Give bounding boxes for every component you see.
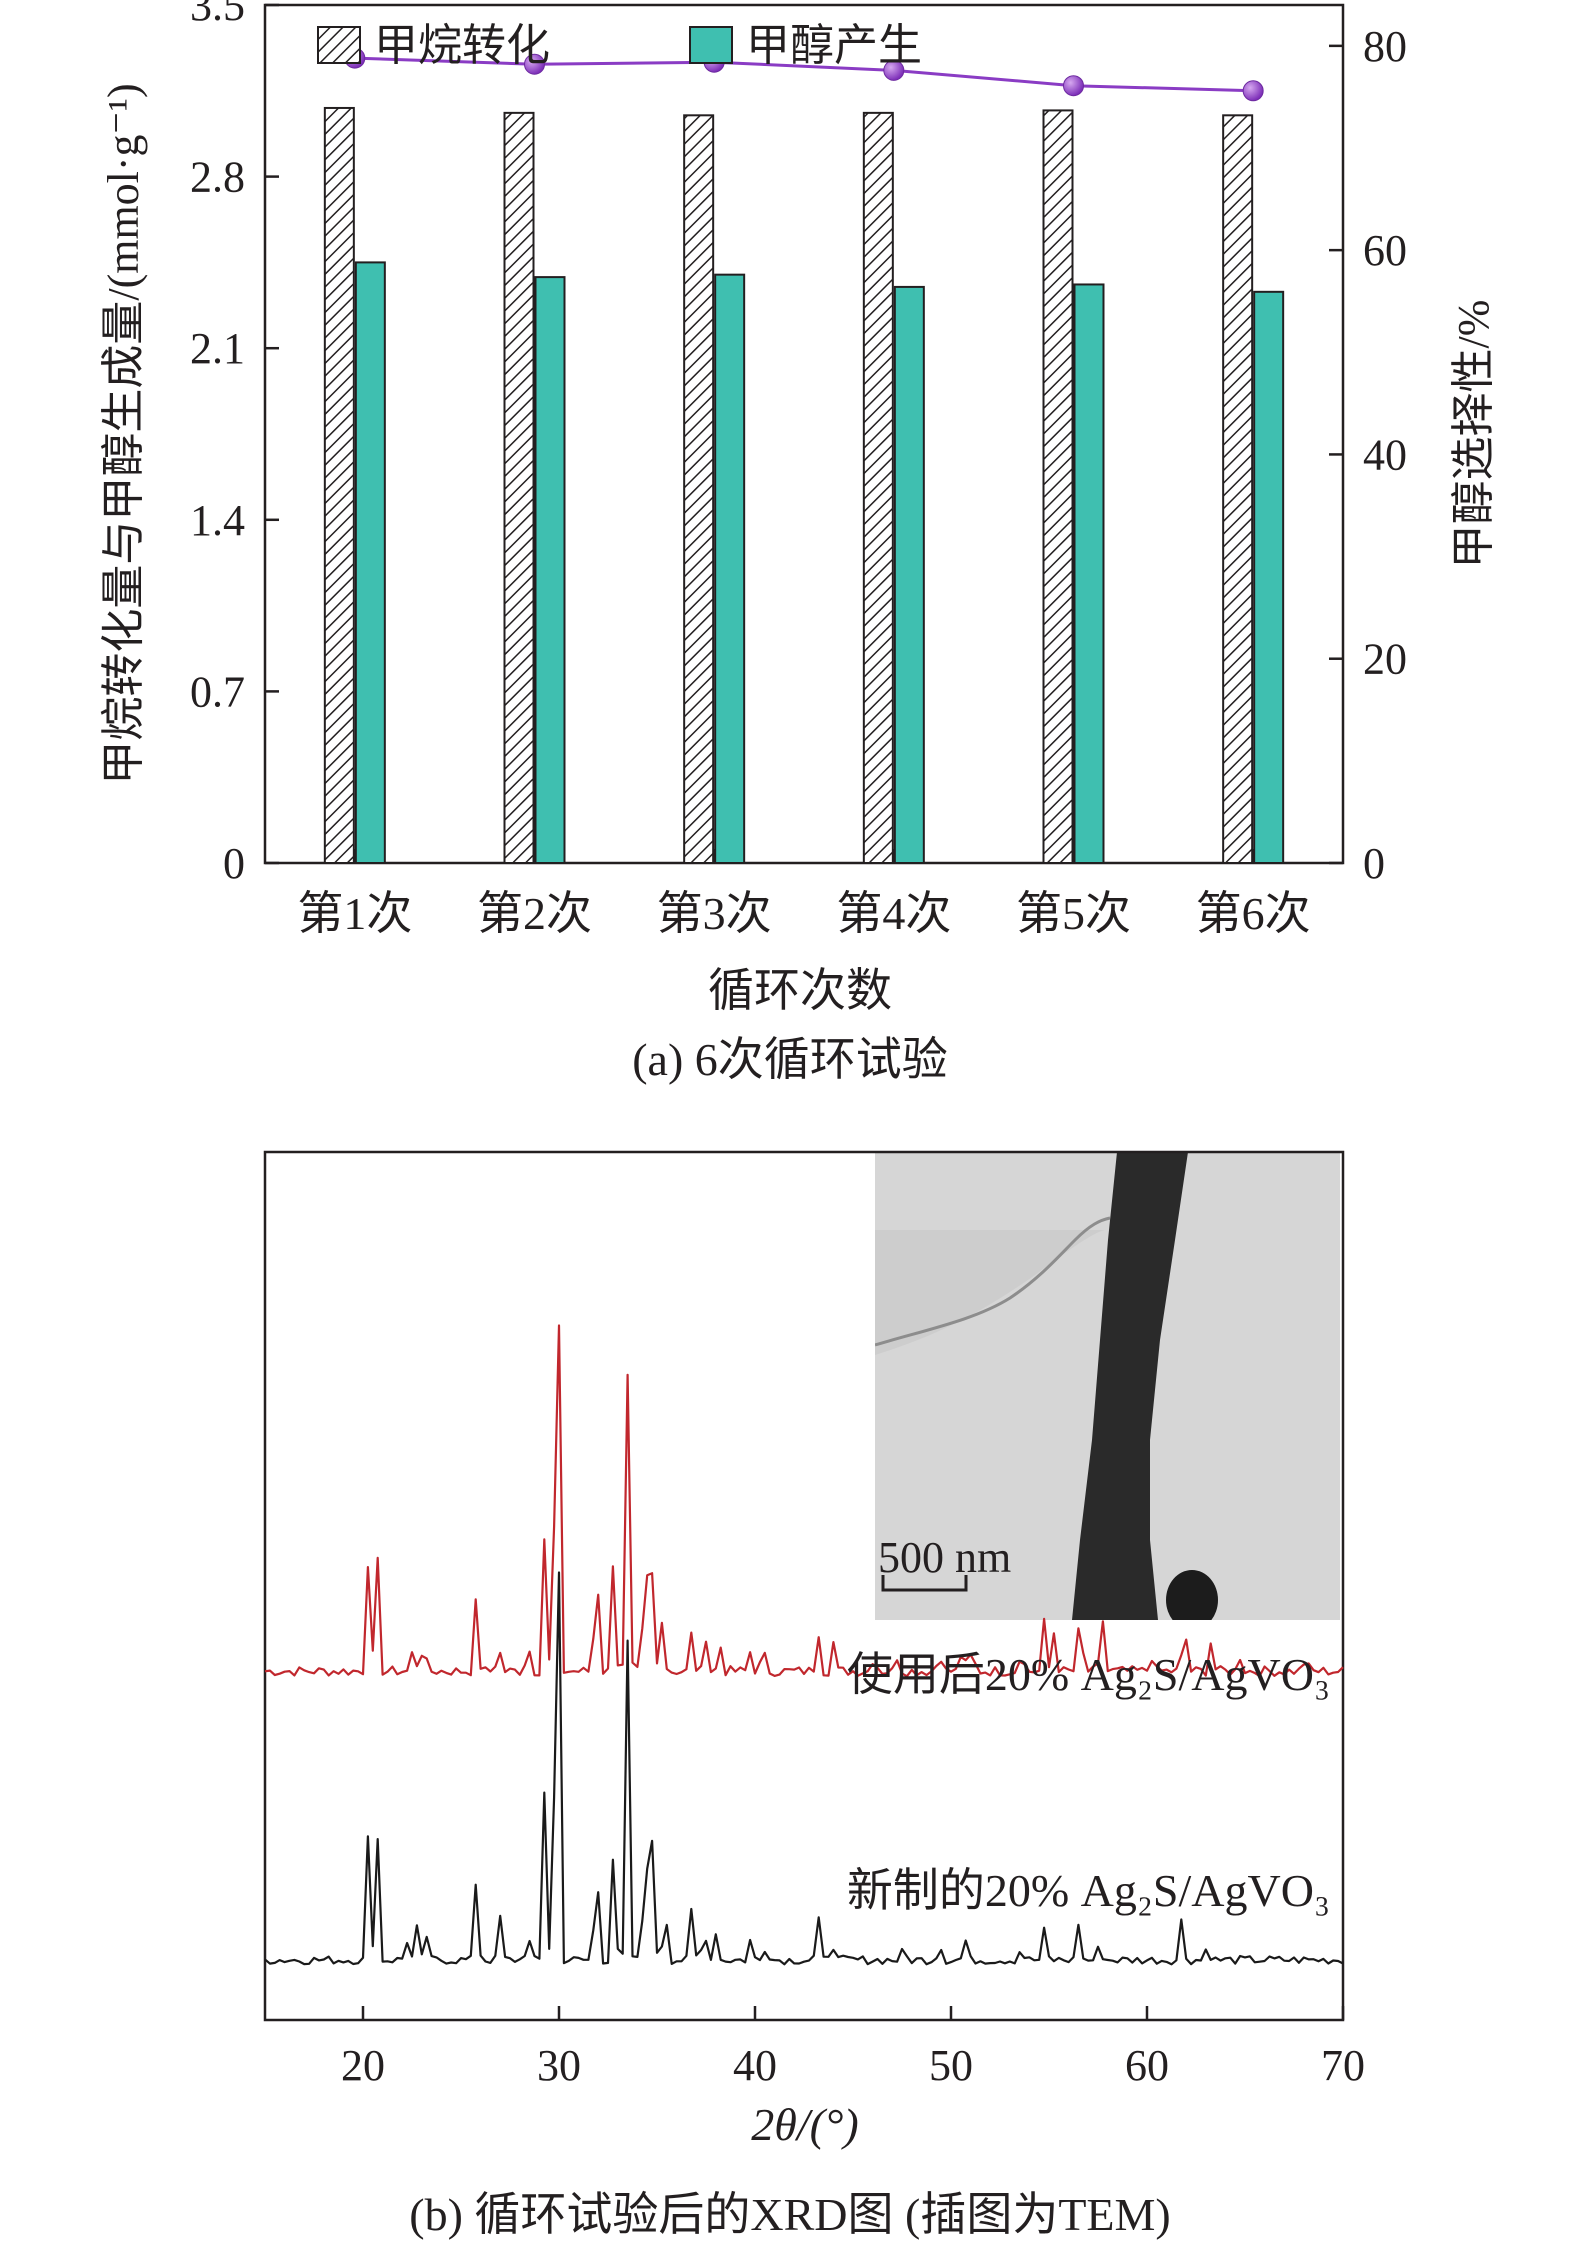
legend-label-methanol: 甲醇产生 (746, 21, 922, 70)
two-theta-tick-label: 60 (1125, 2041, 1169, 2090)
legend: 甲烷转化 甲醇产生 (317, 21, 922, 70)
bar-methanol-production (534, 276, 566, 864)
xrd-trace-fresh (264, 1571, 1344, 1966)
selectivity-polyline (354, 56, 1254, 93)
xrd-traces (264, 1324, 1344, 1966)
selectivity-point (524, 53, 545, 75)
left-tick-label: 2.8 (190, 153, 245, 202)
trace-label-fresh: 新制的20% Ag₂S/AgVO₃ (847, 1865, 1330, 1916)
selectivity-point (1242, 80, 1264, 102)
category-label: 第4次 (836, 888, 951, 939)
right-tick-label: 20 (1363, 635, 1407, 684)
two-theta-tick-label: 70 (1321, 2041, 1365, 2090)
bar-methanol-production (1253, 290, 1285, 864)
bar-methane-conversion (683, 114, 715, 865)
two-theta-tick-label: 30 (537, 2041, 581, 2090)
y-axis-label-left: 甲烷转化量与甲醇生成量/(mmol·g⁻¹) (99, 83, 148, 784)
left-tick-label: 2.1 (190, 324, 245, 373)
caption-b: (b) 循环试验后的XRD图 (插图为TEM) (409, 2189, 1171, 2240)
right-tick-label: 80 (1363, 22, 1407, 71)
legend-swatch-hatched (317, 26, 361, 64)
bar-methanol-production (714, 273, 746, 864)
legend-swatch-teal (689, 26, 733, 64)
plot-frame-b (263, 1150, 1345, 2022)
x-axis-label-a: 循环次数 (708, 965, 892, 1016)
two-theta-tick-label: 20 (341, 2041, 385, 2090)
category-label: 第3次 (657, 888, 772, 939)
bar-methane-conversion (1042, 109, 1074, 864)
left-tick-label: 3.5 (190, 0, 245, 30)
category-label: 第5次 (1016, 888, 1131, 939)
caption-a: (a) 6次循环试验 (632, 1034, 948, 1085)
tem-inset: 500 nm (875, 1152, 1340, 1620)
category-label: 第2次 (477, 888, 592, 939)
category-label: 第1次 (297, 888, 412, 939)
two-theta-tick-label: 50 (929, 2041, 973, 2090)
two-theta-ticks: 20 30 40 50 60 70 (341, 2006, 1365, 2090)
tem-film-edge (875, 1216, 1111, 1347)
tem-fiber (1072, 1152, 1188, 1620)
left-tick-label: 0.7 (190, 667, 245, 716)
tem-particle-cluster (1166, 1570, 1218, 1620)
bar-methane-conversion (503, 111, 535, 864)
bar-group (323, 106, 1285, 865)
selectivity-point (883, 59, 905, 81)
bar-methane-conversion (1222, 114, 1254, 865)
bar-methanol-production (893, 285, 925, 864)
tem-support-film (875, 1230, 1105, 1355)
trace-label-used: 使用后20% Ag₂S/AgVO₃ (847, 1649, 1330, 1700)
two-theta-tick-label: 40 (733, 2041, 777, 2090)
xrd-trace-used (264, 1324, 1344, 1678)
left-axis-ticks: 0 0.7 1.4 2.1 2.8 3.5 (190, 0, 279, 888)
legend-label-methane: 甲烷转化 (374, 21, 550, 70)
panel-b: 500 nm 20 30 40 50 60 70 使用后20% Ag₂S/AgVO₃ 新制… (263, 1150, 1365, 2240)
category-ticks: 第1次 第2次 第3次 第4次 第5次 第6次 (297, 849, 1311, 939)
x-axis-label-b: 2θ/(°) (751, 2099, 858, 2150)
right-axis-ticks: 0 20 40 60 80 (1329, 22, 1407, 888)
left-tick-label: 1.4 (190, 496, 245, 545)
y-axis-label-right: 甲醇选择性/% (1449, 300, 1498, 569)
right-tick-label: 0 (1363, 839, 1385, 888)
right-tick-label: 60 (1363, 226, 1407, 275)
panel-a: 00.71.42.12.83.5 020406080 第1次 第2次 第3次 第4次第… (99, 0, 1498, 1085)
left-tick-label: 0 (223, 839, 245, 888)
plot-frame-a (263, 3, 1345, 865)
bar-methanol-production (354, 261, 386, 864)
right-tick-label: 40 (1363, 430, 1407, 479)
category-label: 第6次 (1196, 888, 1311, 939)
bar-methane-conversion (862, 111, 894, 864)
bar-methane-conversion (323, 106, 355, 864)
scale-bar (881, 1575, 968, 1592)
scale-bar-label: 500 nm (878, 1533, 1011, 1582)
selectivity-point (1063, 75, 1084, 97)
bar-methanol-production (1073, 283, 1105, 865)
